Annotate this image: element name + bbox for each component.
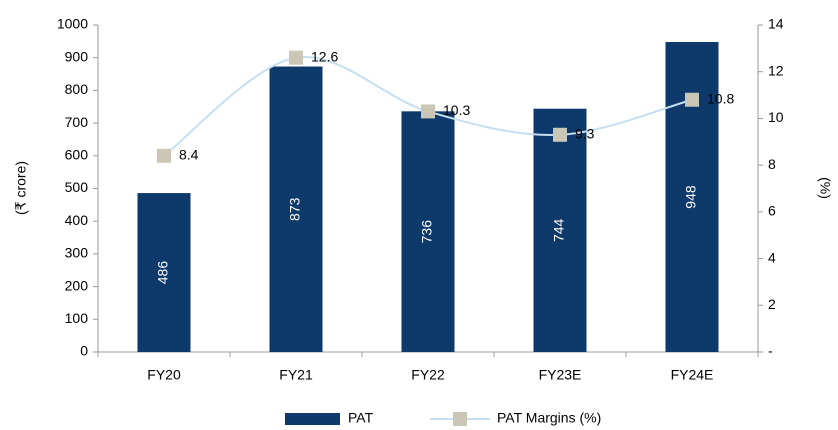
y2-tick-label: 6 — [768, 203, 776, 219]
y-tick-label: 500 — [65, 179, 89, 195]
x-tick-label: FY21 — [279, 367, 313, 383]
y2-tick-label: - — [768, 343, 773, 359]
margin-marker — [289, 50, 303, 65]
margin-marker — [157, 148, 171, 163]
x-tick-label: FY23E — [539, 367, 582, 383]
bar-label: 873 — [287, 197, 303, 221]
y2-tick-label: 10 — [768, 109, 784, 125]
bar — [137, 193, 191, 352]
margin-label: 9.3 — [575, 125, 595, 141]
y-tick-label: 100 — [65, 310, 89, 326]
legend-label: PAT — [348, 410, 374, 426]
y-tick-label: 900 — [65, 48, 89, 64]
y-tick-label: 0 — [80, 343, 88, 359]
y-tick-label: 300 — [65, 245, 89, 261]
x-tick-label: FY24E — [671, 367, 714, 383]
bar-label: 486 — [155, 261, 171, 285]
margin-marker — [553, 127, 567, 142]
y-tick-label: 700 — [65, 114, 89, 130]
bar-label: 736 — [419, 220, 435, 244]
y2-tick-label: 2 — [768, 296, 776, 312]
legend-marker — [453, 412, 467, 426]
margin-marker — [421, 104, 435, 119]
bar — [269, 66, 323, 353]
margin-marker — [685, 92, 699, 107]
x-tick-label: FY22 — [411, 367, 445, 383]
bar-label: 948 — [683, 185, 699, 209]
x-tick-label: FY20 — [147, 367, 181, 383]
margin-label: 10.8 — [707, 90, 734, 106]
y-tick-label: 400 — [65, 212, 89, 228]
y2-axis-label: (%) — [817, 177, 833, 199]
margin-label: 10.3 — [443, 102, 470, 118]
y-tick-label: 1000 — [57, 16, 88, 32]
bar — [533, 108, 587, 352]
y-axis-label: (₹ crore) — [13, 161, 29, 215]
legend-label: PAT Margins (%) — [497, 410, 601, 426]
margin-label: 12.6 — [311, 48, 338, 64]
y-tick-label: 800 — [65, 81, 89, 97]
y2-tick-label: 4 — [768, 249, 776, 265]
y-tick-label: 600 — [65, 147, 89, 163]
legend-swatch — [285, 413, 340, 425]
margin-label: 8.4 — [179, 147, 199, 163]
y-tick-label: 200 — [65, 277, 89, 293]
bar — [401, 111, 455, 352]
y2-tick-label: 8 — [768, 156, 776, 172]
y2-tick-label: 14 — [768, 16, 784, 32]
y2-tick-label: 12 — [768, 62, 784, 78]
bar-label: 744 — [551, 218, 567, 242]
